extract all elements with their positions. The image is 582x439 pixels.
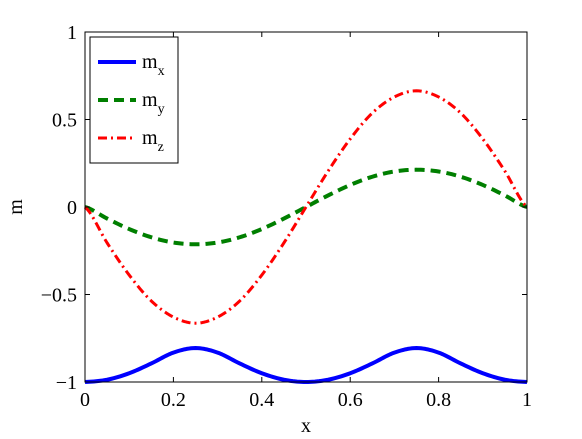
legend-label-subscript: y <box>158 102 165 117</box>
x-tick-label: 0.6 <box>338 389 363 411</box>
legend-label-subscript: z <box>158 140 164 155</box>
series-line-m-y <box>84 167 528 247</box>
y-tick-label: −0.5 <box>41 285 77 307</box>
y-tick-label: −1 <box>56 372 77 394</box>
y-tick-label: 0 <box>67 197 77 219</box>
x-tick-label: 0.2 <box>161 389 186 411</box>
x-tick-label: 0 <box>80 389 90 411</box>
y-axis-label: m <box>5 199 27 215</box>
series-line-m-z <box>83 89 529 325</box>
x-axis-label: x <box>301 415 311 437</box>
axes-layer: 0 0.2 0.4 0.6 0.8 1 −1 −0.5 0 0.5 1 <box>41 22 532 411</box>
x-tick-label: 0.4 <box>249 389 274 411</box>
x-tick-label: 0.8 <box>426 389 451 411</box>
x-tick-label: 1 <box>522 389 532 411</box>
y-tick-label: 0.5 <box>52 110 77 132</box>
legend-label-subscript: x <box>158 64 165 79</box>
y-tick-label: 1 <box>67 22 77 44</box>
